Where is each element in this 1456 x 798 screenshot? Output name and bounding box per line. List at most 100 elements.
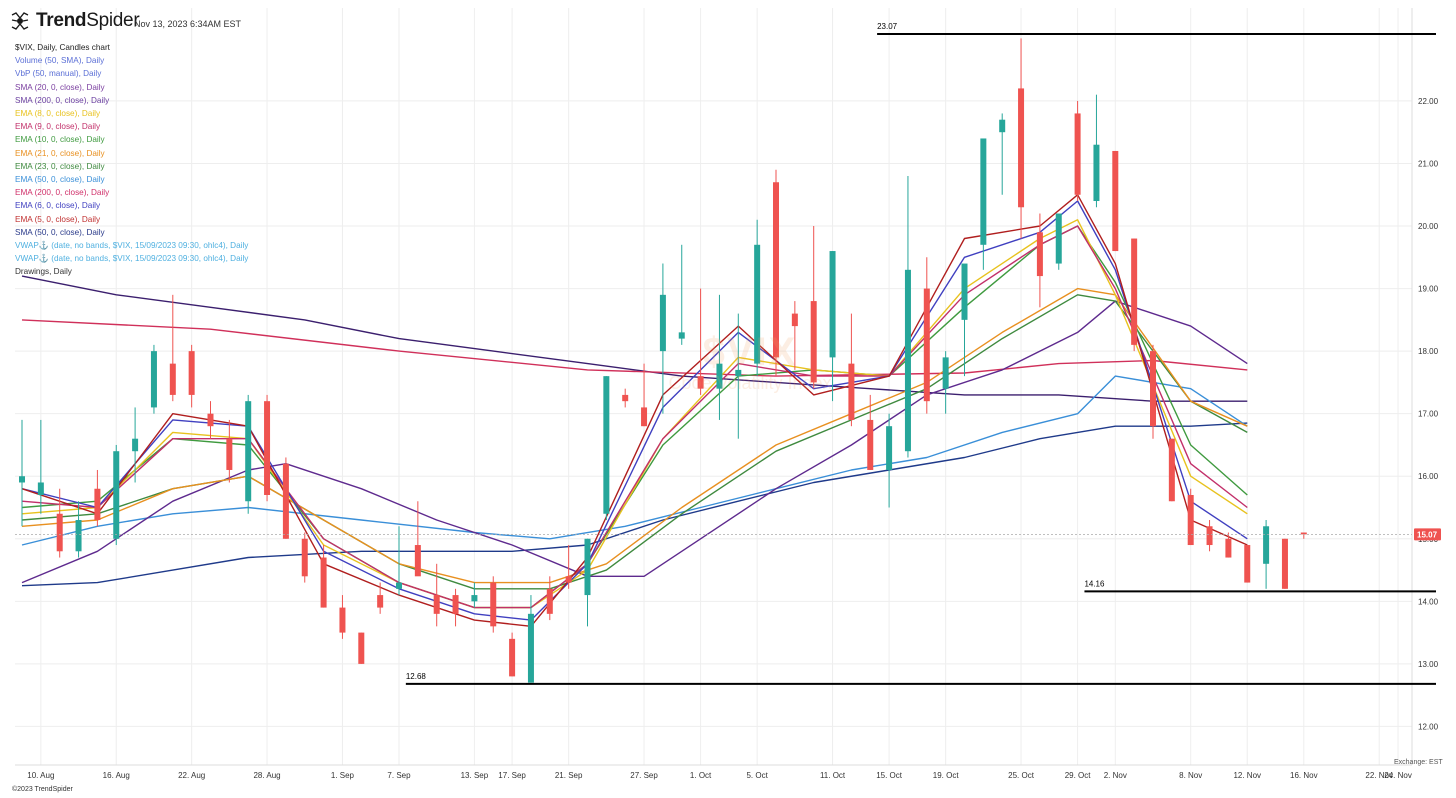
candle bbox=[1187, 488, 1194, 546]
candle bbox=[1168, 438, 1175, 502]
watermark-ticker: $VIX bbox=[702, 330, 798, 374]
legend-item[interactable]: EMA (5, 0, close), Daily bbox=[15, 214, 101, 224]
y-tick-label: 13.00 bbox=[1418, 660, 1439, 669]
x-tick-label: 17. Sep bbox=[498, 771, 526, 780]
level-line[interactable]: 23.07 bbox=[877, 22, 1436, 35]
spider-logo-icon bbox=[11, 12, 29, 30]
legend-item[interactable]: SMA (20, 0, close), Daily bbox=[15, 82, 105, 92]
candle bbox=[622, 388, 629, 408]
candle-body bbox=[1018, 88, 1025, 208]
candle bbox=[678, 244, 685, 345]
candle bbox=[754, 219, 761, 377]
exchange-timezone: Exchange: EST bbox=[1394, 759, 1443, 766]
candle-body bbox=[829, 251, 836, 358]
candle bbox=[150, 344, 157, 414]
candle-body bbox=[810, 301, 817, 383]
candle-body bbox=[339, 607, 346, 633]
candle bbox=[1244, 545, 1251, 583]
candle-body bbox=[773, 182, 779, 358]
candle bbox=[1018, 38, 1025, 239]
candle-body bbox=[791, 313, 798, 327]
candle-body bbox=[848, 363, 855, 420]
candle bbox=[999, 113, 1006, 195]
candle-body bbox=[56, 513, 63, 552]
legend-item[interactable]: EMA (23, 0, close), Daily bbox=[15, 161, 105, 171]
candle bbox=[848, 313, 855, 427]
legend-item[interactable]: VWAP⚓ (date, no bands, $VIX, 15/09/2023 … bbox=[15, 254, 249, 264]
level-line[interactable]: 14.16 bbox=[1084, 579, 1436, 593]
candle bbox=[810, 226, 817, 389]
x-tick-label: 11. Oct bbox=[820, 771, 846, 780]
candle-body bbox=[452, 595, 459, 614]
legend-item[interactable]: VbP (50, manual), Daily bbox=[15, 69, 102, 79]
legend-item[interactable]: SMA (200, 0, close), Daily bbox=[15, 95, 110, 105]
candle bbox=[19, 419, 25, 527]
price-axis[interactable]: 12.0013.0014.0015.0016.0017.0018.0019.00… bbox=[1414, 97, 1441, 732]
x-tick-label: 1. Oct bbox=[690, 771, 712, 780]
candle bbox=[697, 288, 704, 395]
candle-body bbox=[1150, 351, 1156, 427]
brand-name-light: Spider bbox=[86, 10, 140, 31]
legend-item[interactable]: VWAP⚓ (date, no bands, $VIX, 15/09/2023 … bbox=[15, 241, 249, 251]
legend-item[interactable]: EMA (6, 0, close), Daily bbox=[15, 201, 101, 211]
candle-body bbox=[1131, 238, 1138, 345]
candle bbox=[37, 419, 44, 514]
candle bbox=[942, 351, 949, 414]
legend-item[interactable]: EMA (8, 0, close), Daily bbox=[15, 109, 101, 119]
indicator-line bbox=[21, 275, 1248, 402]
candle-body bbox=[1281, 538, 1288, 589]
candle bbox=[1131, 238, 1138, 352]
x-tick-label: 16. Aug bbox=[103, 771, 130, 780]
candle bbox=[377, 582, 384, 614]
level-line[interactable]: 12.68 bbox=[405, 672, 1436, 685]
legend-item[interactable]: EMA (10, 0, close), Daily bbox=[15, 135, 105, 145]
candle bbox=[829, 251, 836, 402]
candle bbox=[56, 488, 63, 558]
candle bbox=[584, 538, 591, 627]
x-tick-label: 29. Oct bbox=[1065, 771, 1092, 780]
candle bbox=[169, 294, 176, 402]
candle-body bbox=[1093, 144, 1100, 202]
legend-item[interactable]: EMA (9, 0, close), Daily bbox=[15, 122, 101, 132]
legend-item[interactable]: EMA (21, 0, close), Daily bbox=[15, 148, 105, 158]
horizontal-levels[interactable]: 23.07 14.16 12.68 bbox=[15, 22, 1436, 685]
legend-item[interactable]: SMA (50, 0, close), Daily bbox=[15, 227, 105, 237]
candle-body bbox=[132, 438, 139, 452]
candle bbox=[1300, 532, 1307, 539]
candle-body bbox=[358, 632, 365, 664]
legend-item[interactable]: Volume (50, SMA), Daily bbox=[15, 56, 105, 66]
y-tick-label: 20.00 bbox=[1418, 222, 1439, 231]
candle bbox=[1206, 520, 1213, 552]
legend-item[interactable]: EMA (50, 0, close), Daily bbox=[15, 175, 105, 185]
candle-body bbox=[886, 426, 893, 470]
candle-body bbox=[735, 369, 742, 377]
candle-body bbox=[94, 488, 101, 521]
candle bbox=[509, 632, 516, 677]
candle-body bbox=[1168, 438, 1175, 502]
candle-body bbox=[188, 351, 195, 395]
candle bbox=[904, 175, 911, 458]
candle-body bbox=[603, 376, 610, 514]
x-tick-label: 2. Nov bbox=[1104, 771, 1127, 780]
candle-body bbox=[1074, 113, 1081, 195]
candle bbox=[339, 595, 346, 639]
brand-logo[interactable]: TrendSpider bbox=[10, 10, 140, 32]
candle-body bbox=[867, 419, 874, 470]
x-tick-label: 24. Nov bbox=[1384, 771, 1412, 780]
x-tick-label: 27. Sep bbox=[630, 771, 658, 780]
candle bbox=[527, 595, 534, 683]
candle-body bbox=[716, 363, 723, 389]
candle-body bbox=[1263, 526, 1270, 564]
legend-item[interactable]: EMA (200, 0, close), Daily bbox=[15, 188, 110, 198]
x-tick-label: 22. Aug bbox=[178, 771, 205, 780]
candle-body bbox=[999, 119, 1006, 133]
indicator-legend[interactable]: $VIX, Daily, Candles chart Volume (50, S… bbox=[15, 41, 248, 279]
candle bbox=[641, 363, 648, 427]
time-axis[interactable]: 10. Aug 16. Aug 22. Aug 28. Aug 1. Sep 7. Sep… bbox=[27, 771, 1412, 780]
legend-item[interactable]: Drawings, Daily bbox=[15, 267, 72, 277]
candle-body bbox=[264, 401, 271, 495]
candle bbox=[1225, 532, 1232, 558]
candle bbox=[1281, 538, 1288, 589]
candle bbox=[75, 501, 82, 558]
